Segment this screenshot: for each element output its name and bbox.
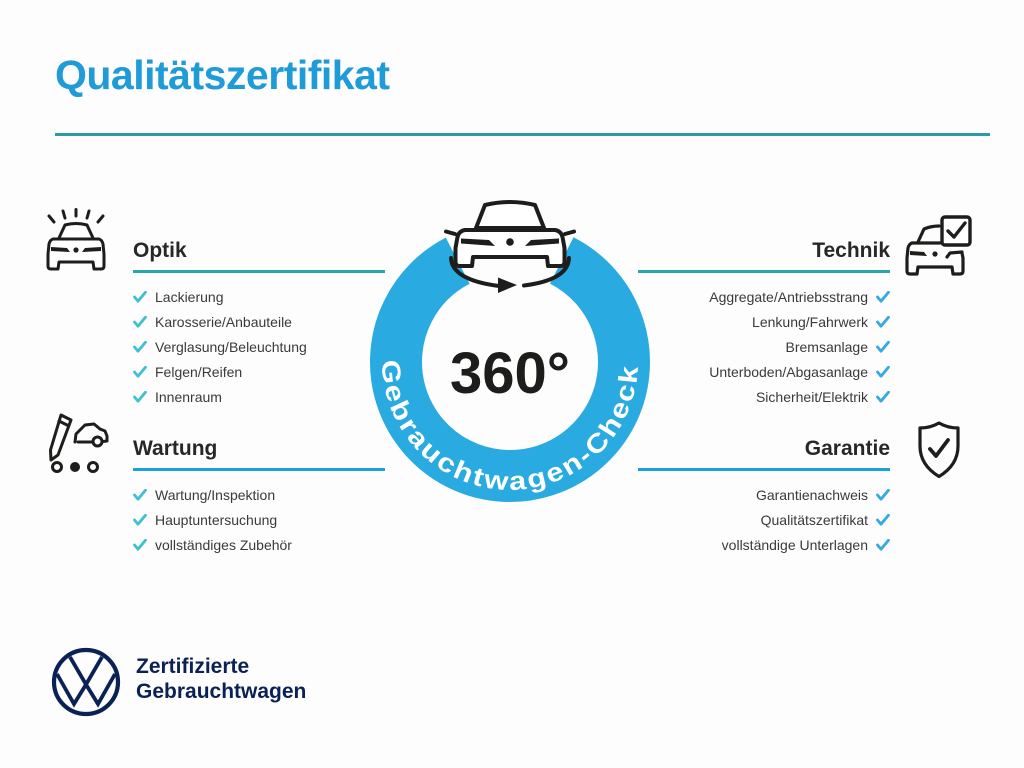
section-wartung: Wartung Wartung/Inspektion Hauptuntersuch… — [133, 436, 385, 557]
car-checkbox-icon — [905, 215, 972, 276]
section-underline — [638, 468, 890, 471]
checklist-item-label: Garantienachweis — [755, 486, 868, 503]
footer-brand-line1: Zertifizierte — [136, 655, 250, 678]
check-icon — [133, 365, 147, 378]
shield-check-icon — [918, 421, 960, 479]
check-icon — [133, 315, 147, 328]
checklist-item: Garantienachweis — [756, 482, 890, 507]
checklist-item: vollständiges Zubehör — [133, 532, 292, 557]
section-underline — [133, 270, 385, 273]
checklist-item-label: Wartung/Inspektion — [155, 486, 276, 503]
checklist-item-label: Karosserie/Anbauteile — [155, 313, 292, 330]
checklist-item-label: vollständiges Zubehör — [155, 536, 292, 553]
checklist-item: Karosserie/Anbauteile — [133, 309, 292, 334]
check-icon — [876, 390, 890, 403]
checklist-item-label: Lenkung/Fahrwerk — [752, 313, 868, 330]
section-title: Garantie — [804, 437, 890, 460]
checklist-item-label: Bremsanlage — [785, 338, 869, 355]
check-icon — [876, 290, 890, 303]
check-icon — [133, 513, 147, 526]
checklist-item: Innenraum — [133, 384, 222, 409]
section-garantie: Garantie Garantienachweis Qualitätszertif… — [638, 436, 890, 557]
section-title: Optik — [133, 239, 187, 262]
check-icon — [876, 340, 890, 353]
car-shine-icon — [46, 208, 106, 271]
section-title: Wartung — [133, 437, 218, 460]
checklist-item: Verglasung/Beleuchtung — [133, 334, 307, 359]
checklist-item: Lackierung — [133, 284, 224, 309]
title-divider — [55, 133, 990, 136]
badge-360: 360° Gebrauchtwagen-Check — [370, 200, 650, 502]
check-icon — [133, 538, 147, 551]
checklist-item-label: vollständige Unterlagen — [721, 536, 868, 553]
section-title: Technik — [812, 239, 890, 262]
car-rotation-icon — [444, 200, 576, 293]
section-technik: Technik Aggregate/Antriebsstrang Lenkung/… — [638, 238, 890, 409]
checklist-item-label: Qualitätszertifikat — [760, 511, 868, 528]
checklist-item: Wartung/Inspektion — [133, 482, 275, 507]
check-icon — [133, 340, 147, 353]
footer-brand: Zertifizierte Gebrauchtwagen — [136, 654, 306, 704]
checklist-item: vollständige Unterlagen — [722, 532, 890, 557]
check-icon — [876, 538, 890, 551]
checklist-item-label: Felgen/Reifen — [155, 363, 243, 380]
page-title: Qualitätszertifikat — [55, 52, 390, 98]
checklist-item: Aggregate/Antriebsstrang — [709, 284, 890, 309]
check-icon — [133, 488, 147, 501]
checklist-item: Qualitätszertifikat — [761, 507, 890, 532]
checklist-item-label: Sicherheit/Elektrik — [755, 388, 868, 405]
section-optik: Optik Lackierung Karosserie/Anbauteile Ver… — [133, 238, 385, 409]
check-icon — [876, 488, 890, 501]
checklist-item-label: Verglasung/Beleuchtung — [155, 338, 307, 355]
section-underline — [133, 468, 385, 471]
checklist-item: Sicherheit/Elektrik — [756, 384, 890, 409]
checklist: Aggregate/Antriebsstrang Lenkung/Fahrwerk… — [638, 284, 890, 409]
checklist-item: Felgen/Reifen — [133, 359, 242, 384]
checklist-item-label: Innenraum — [155, 388, 222, 405]
checklist: Garantienachweis Qualitätszertifikat volls… — [638, 482, 890, 557]
vw-logo — [51, 647, 121, 717]
checklist-item: Lenkung/Fahrwerk — [752, 309, 890, 334]
checklist-item-label: Unterboden/Abgasanlage — [709, 363, 868, 380]
checklist-item: Hauptuntersuchung — [133, 507, 277, 532]
section-underline — [638, 270, 890, 273]
checklist: Wartung/Inspektion Hauptuntersuchung volls… — [133, 482, 385, 557]
check-icon — [876, 513, 890, 526]
checklist-item-label: Hauptuntersuchung — [155, 511, 278, 528]
check-icon — [133, 390, 147, 403]
check-icon — [876, 315, 890, 328]
check-icon — [133, 290, 147, 303]
footer-brand-line2: Gebrauchtwagen — [136, 680, 307, 703]
checklist-item-label: Lackierung — [155, 288, 224, 305]
checklist: Lackierung Karosserie/Anbauteile Verglasun… — [133, 284, 385, 409]
pencil-car-icon — [49, 413, 109, 473]
checklist-item: Unterboden/Abgasanlage — [709, 359, 890, 384]
check-icon — [876, 365, 890, 378]
badge-center-text: 360° — [450, 341, 570, 406]
checklist-item: Bremsanlage — [786, 334, 891, 359]
checklist-item-label: Aggregate/Antriebsstrang — [709, 288, 868, 305]
